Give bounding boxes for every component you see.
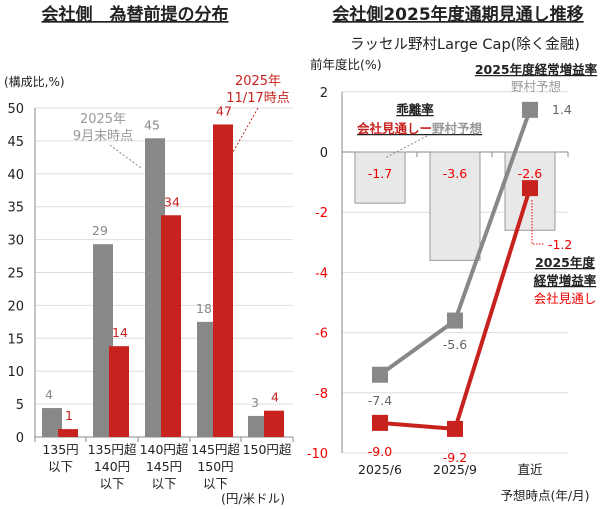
x-tick-label: 145円 xyxy=(146,459,182,474)
gap-formula-part: 野村予想 xyxy=(432,121,483,136)
data-label: 4 xyxy=(45,387,53,402)
bar-2-series-0 xyxy=(145,138,165,437)
series-1-title: 2025年度 xyxy=(535,255,595,270)
bar-3-series-1 xyxy=(213,124,233,437)
bar-1-series-0 xyxy=(93,244,113,437)
x-tick-label: 135円 xyxy=(42,442,78,457)
bar-4-series-0 xyxy=(248,415,268,437)
data-label: -5.6 xyxy=(443,337,467,352)
data-label: 1.4 xyxy=(552,102,572,117)
x-tick-label: 145円超 xyxy=(191,442,240,457)
y-tick-label: 2 xyxy=(320,86,328,101)
x-tick-label: 直近 xyxy=(517,462,543,477)
annotation-leader xyxy=(232,107,259,153)
y-tick-label: 5 xyxy=(16,398,24,413)
gap-bar-1 xyxy=(429,151,481,261)
series-1-marker-1 xyxy=(447,420,463,437)
y-tick-label: 30 xyxy=(7,234,24,249)
gap-formula-part: ー xyxy=(420,121,433,136)
bar-0-series-0 xyxy=(42,408,62,437)
left-chart-title: 会社側 為替前提の分布 xyxy=(42,4,229,25)
gap-bar-label: -1.7 xyxy=(368,166,392,181)
y-tick-label: 50 xyxy=(7,102,24,117)
x-tick-label: 2025/9 xyxy=(433,462,477,477)
y-tick-label: -2 xyxy=(315,206,328,221)
bar-4-series-1 xyxy=(264,410,284,437)
data-label: 4 xyxy=(271,390,279,405)
data-label: 34 xyxy=(164,194,180,209)
series-0-marker-2 xyxy=(522,101,538,118)
x-tick-label: 140円 xyxy=(94,459,130,474)
y-tick-label: 45 xyxy=(7,135,24,150)
y-tick-label: -4 xyxy=(315,266,328,281)
x-tick-label: 以下 xyxy=(99,476,124,491)
y-tick-label: 10 xyxy=(7,365,24,380)
series-0-title: 2025年度経常増益率 xyxy=(475,62,598,77)
x-tick-label: 135円超 xyxy=(88,442,137,457)
annotation-leader xyxy=(384,135,428,159)
series-1-title: 経常増益率 xyxy=(534,273,597,288)
series-0-sub: 野村予想 xyxy=(511,79,561,94)
x-tick-label: 以下 xyxy=(151,476,176,491)
series-1-marker-0 xyxy=(372,414,388,431)
bar-1-series-1 xyxy=(109,346,129,437)
x-tick-label: 150円超 xyxy=(243,442,292,457)
data-label: 14 xyxy=(112,325,128,340)
right-chart-subtitle: ラッセル野村Large Cap(除く金融) xyxy=(350,36,580,53)
gap-formula: 会社見通しー野村予想 xyxy=(357,121,483,136)
left-y-label: (構成比,%) xyxy=(4,75,65,89)
bar-0-series-1 xyxy=(58,429,78,437)
data-label: 47 xyxy=(216,103,232,118)
series-0-marker-1 xyxy=(447,312,463,329)
y-tick-label: 25 xyxy=(7,267,24,282)
y-tick-label: -8 xyxy=(315,387,328,402)
data-label: -1.2 xyxy=(548,237,572,252)
x-unit-label: 予想時点(年/月) xyxy=(501,488,590,503)
data-label: 45 xyxy=(144,117,160,132)
series-1-marker-2 xyxy=(522,180,538,197)
y-tick-label: 40 xyxy=(7,168,24,183)
right-chart-title: 会社側2025年度通期見通し推移 xyxy=(332,4,583,25)
legend-annotation-series-0: 2025年 xyxy=(80,112,126,127)
legend-annotation-series-1: 11/17時点 xyxy=(226,91,289,106)
y-tick-label: 0 xyxy=(16,431,24,446)
bar-3-series-0 xyxy=(197,321,217,437)
y-tick-label: 20 xyxy=(7,299,24,314)
series-1-sub: 会社見通し xyxy=(534,291,597,306)
gap-bar-label: -2.6 xyxy=(518,166,542,181)
series-0-marker-0 xyxy=(372,366,388,383)
y-tick-label: 0 xyxy=(320,146,328,161)
data-label: 1 xyxy=(65,408,73,423)
data-label: 29 xyxy=(92,223,108,238)
x-tick-label: 以下 xyxy=(203,476,228,491)
data-label: -7.4 xyxy=(368,393,392,408)
bar-2-series-1 xyxy=(161,215,181,437)
right-y-label: 前年度比(%) xyxy=(310,57,382,72)
y-tick-label: 35 xyxy=(7,201,24,216)
legend-annotation-series-0: 9月末時点 xyxy=(73,129,133,144)
legend-annotation-series-1: 2025年 xyxy=(235,74,281,89)
x-tick-label: 150円 xyxy=(197,459,233,474)
gap-title: 乖離率 xyxy=(396,102,434,117)
gap-bar-label: -3.6 xyxy=(443,166,467,181)
x-tick-label: 以下 xyxy=(48,459,73,474)
data-label: 18 xyxy=(196,301,212,316)
gap-bar-0 xyxy=(354,151,406,204)
data-label: 3 xyxy=(251,395,259,410)
x-tick-label: 140円超 xyxy=(140,442,189,457)
data-label: -9.0 xyxy=(368,444,392,459)
x-tick-label: 2025/6 xyxy=(358,462,402,477)
y-tick-label: -10 xyxy=(307,447,328,462)
x-unit-label: (円/米ドル) xyxy=(221,491,285,506)
data-label: -9.2 xyxy=(443,450,467,465)
gap-formula-part: 会社見通し xyxy=(357,121,420,136)
y-tick-label: -6 xyxy=(315,327,328,342)
y-tick-label: 15 xyxy=(7,332,24,347)
annotation-leader xyxy=(109,144,142,169)
